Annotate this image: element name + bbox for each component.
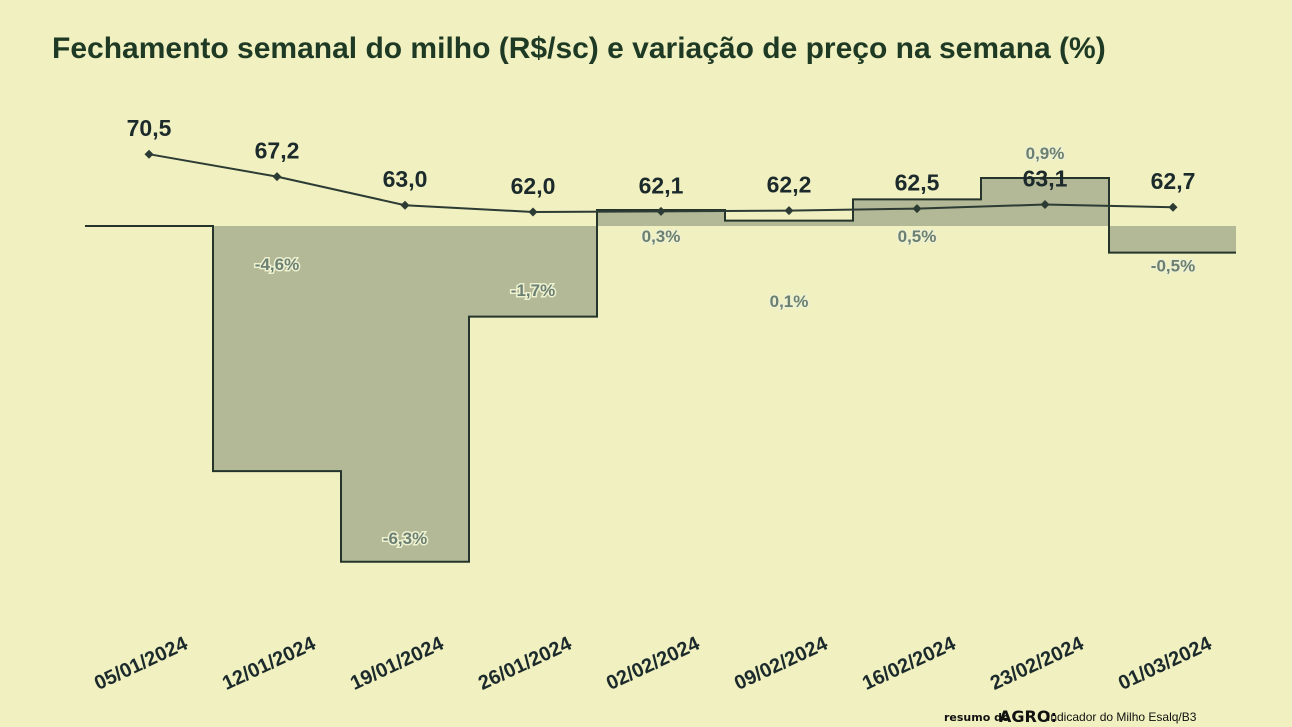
price-label: 62,2 bbox=[767, 172, 812, 198]
source-brand-name: AGRO: bbox=[999, 707, 1057, 726]
price-point bbox=[272, 172, 282, 182]
price-label: 63,1 bbox=[1023, 166, 1068, 192]
price-point bbox=[784, 206, 794, 216]
price-label: 67,2 bbox=[255, 138, 300, 164]
variation-label: -6,3% bbox=[383, 529, 427, 548]
source-credit: resumo do AGRO: Indicador do Milho Esalq… bbox=[944, 707, 1197, 726]
price-line bbox=[144, 149, 1178, 217]
price-point bbox=[528, 207, 538, 217]
variation-labels: -4,6% -6,3% -1,7% 0,3% 0,1% 0,5% 0,9% -0,5% bbox=[253, 143, 1196, 550]
variation-label: -0,5% bbox=[1151, 257, 1195, 276]
variation-label: 0,9% bbox=[1026, 144, 1065, 163]
price-label: 70,5 bbox=[127, 115, 172, 141]
source-text: Indicador do Milho Esalq/B3 bbox=[1047, 710, 1197, 724]
variation-label: -1,7% bbox=[511, 281, 555, 300]
price-point bbox=[912, 204, 922, 214]
variation-label: 0,5% bbox=[898, 227, 937, 246]
variation-bar bbox=[469, 226, 597, 317]
variation-bar bbox=[725, 220, 853, 226]
variation-bar bbox=[597, 210, 725, 226]
price-point bbox=[400, 200, 410, 210]
variation-label: 0,1% bbox=[770, 292, 809, 311]
chart-title: Fechamento semanal do milho (R$/sc) e va… bbox=[52, 32, 1106, 65]
variation-bar bbox=[213, 226, 341, 472]
variation-label: -4,6% bbox=[255, 255, 299, 274]
price-labels: 70,5 67,2 63,0 62,0 62,1 62,2 62,5 63,1 62,7 bbox=[127, 115, 1196, 199]
variation-bar bbox=[1109, 226, 1236, 253]
price-point bbox=[1168, 202, 1178, 212]
price-label: 62,0 bbox=[511, 173, 556, 199]
price-label: 62,1 bbox=[639, 172, 684, 198]
price-label: 63,0 bbox=[383, 166, 428, 192]
price-point bbox=[1040, 200, 1050, 210]
price-label: 62,5 bbox=[895, 170, 940, 196]
price-label: 62,7 bbox=[1151, 168, 1196, 194]
variation-bar bbox=[341, 226, 469, 562]
price-point bbox=[144, 149, 154, 159]
source-brand-prefix: resumo do bbox=[944, 711, 1010, 724]
price-point bbox=[656, 206, 666, 216]
variation-label: 0,3% bbox=[642, 227, 681, 246]
